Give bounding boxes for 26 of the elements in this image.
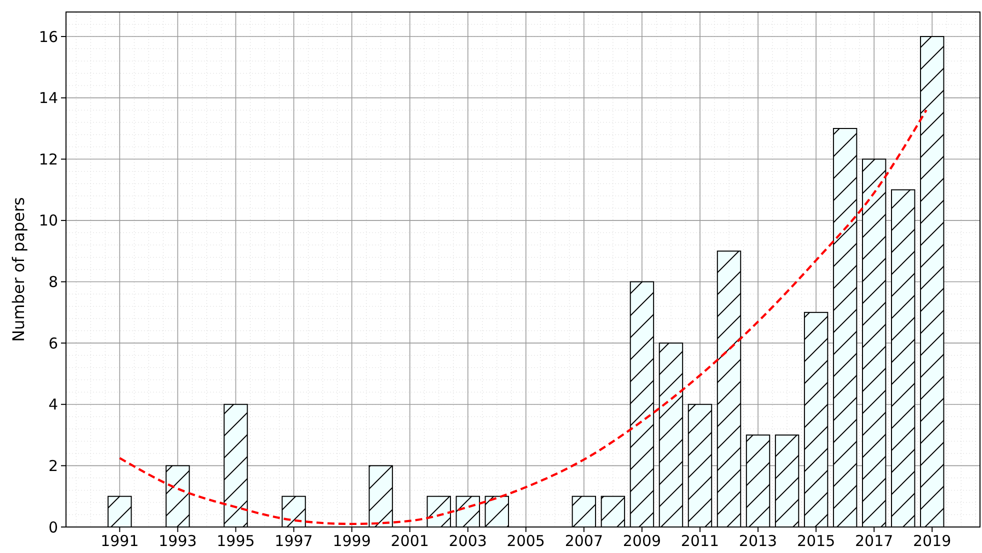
x-tick-label: 2007 [564,532,604,550]
x-tick-label: 1997 [274,532,313,550]
x-tick-label: 2009 [622,532,662,550]
x-tick-label: 1999 [332,532,371,550]
x-tick-label: 1995 [216,532,255,550]
y-tick-label: 4 [48,396,58,414]
y-tick-label: 10 [38,212,58,230]
y-tick-label: 8 [48,273,58,292]
x-tick-label: 2003 [448,532,487,550]
line-series [118,108,928,526]
x-tick-label: 1991 [100,532,139,550]
y-tick-label: 6 [48,334,58,352]
x-tick-label: 1993 [158,532,197,550]
x-tick-label: 2013 [738,532,778,550]
y-tick-label: 0 [48,518,58,536]
y-tick-label: 14 [38,89,58,108]
y-tick-label: 12 [38,150,58,168]
x-tick-label: 2001 [390,532,429,550]
x-tick-label: 2019 [913,532,952,550]
y-axis-title: Number of papers [9,197,28,342]
y-tick-label: 16 [38,28,58,46]
x-tick-label: 2017 [855,532,894,550]
x-tick-label: 2015 [796,532,836,550]
y-tick-label: 2 [48,456,58,475]
x-tick-label: 2011 [680,532,720,550]
x-tick-label: 2005 [506,532,545,550]
